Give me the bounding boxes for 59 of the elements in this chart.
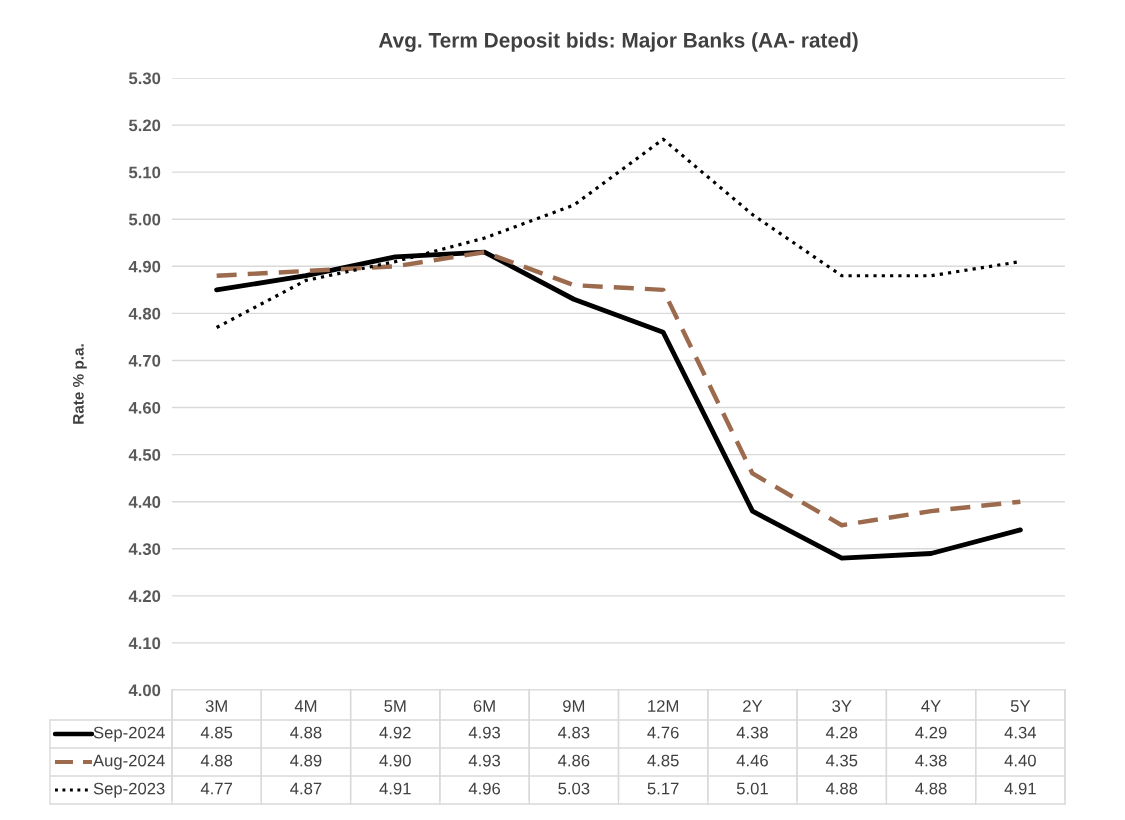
y-tick-label: 4.60 xyxy=(128,401,161,414)
data-label: 4.88 xyxy=(200,754,233,767)
chart-title: Avg. Term Deposit bids: Major Banks (AA- rated) xyxy=(378,32,858,52)
data-label: 4.92 xyxy=(379,726,411,739)
legend-label: Sep-2024 xyxy=(93,726,165,742)
x-tick-label: 4M xyxy=(294,700,317,712)
x-tick-label: 6M xyxy=(473,700,495,712)
data-label: 4.88 xyxy=(915,782,947,795)
data-label: 4.88 xyxy=(825,782,858,795)
data-label: 4.40 xyxy=(1004,754,1036,767)
x-tick-label: 12M xyxy=(648,700,678,712)
y-tick-label: 4.90 xyxy=(128,260,161,273)
data-label: 4.96 xyxy=(468,782,501,795)
y-tick-label: 4.20 xyxy=(128,590,161,603)
data-label: 4.91 xyxy=(379,782,411,795)
y-tick-label: 4.50 xyxy=(128,449,161,461)
data-label: 4.87 xyxy=(290,782,322,795)
x-tick-label: 9M xyxy=(563,700,585,712)
x-tick-label: 3M xyxy=(205,700,227,712)
y-tick-label: 5.00 xyxy=(128,213,161,226)
y-axis-title: Rate % p.a. xyxy=(72,344,87,424)
y-tick-label: 4.30 xyxy=(128,543,161,555)
y-tick-label: 4.80 xyxy=(128,307,161,320)
x-tick-label: 2Y xyxy=(743,700,763,712)
data-label: 4.89 xyxy=(290,754,322,767)
data-label: 4.90 xyxy=(379,754,411,767)
data-label: 4.38 xyxy=(915,754,947,767)
data-label: 4.91 xyxy=(1004,782,1036,795)
data-label: 4.35 xyxy=(825,754,858,767)
legend-label: Sep-2023 xyxy=(93,782,165,798)
data-label: 4.83 xyxy=(558,726,590,739)
y-tick-label: 5.10 xyxy=(128,166,161,179)
y-tick-label: 4.00 xyxy=(128,684,161,697)
data-label: 4.88 xyxy=(290,726,322,739)
data-label: 5.17 xyxy=(647,782,679,795)
data-label: 5.03 xyxy=(558,782,590,795)
y-tick-label: 4.10 xyxy=(128,637,161,650)
data-label: 4.86 xyxy=(558,754,590,767)
data-label: 4.38 xyxy=(736,726,768,739)
data-label: 4.29 xyxy=(915,726,947,739)
x-tick-label: 5Y xyxy=(1010,700,1031,712)
data-label: 4.93 xyxy=(468,726,501,739)
y-tick-label: 4.40 xyxy=(128,496,161,508)
data-label: 4.77 xyxy=(200,782,233,795)
x-tick-label: 4Y xyxy=(921,700,941,712)
data-label: 4.93 xyxy=(468,754,501,767)
x-tick-label: 5M xyxy=(384,700,406,712)
x-tick-label: 3Y xyxy=(832,700,852,712)
data-label: 4.28 xyxy=(825,726,858,739)
data-label: 4.76 xyxy=(647,726,679,739)
y-tick-label: 4.70 xyxy=(128,354,161,367)
data-label: 5.01 xyxy=(736,782,768,795)
data-label: 4.34 xyxy=(1004,726,1037,739)
y-tick-label: 5.20 xyxy=(128,119,161,132)
data-label: 4.46 xyxy=(736,754,768,767)
data-label: 4.85 xyxy=(647,754,679,767)
data-label: 4.85 xyxy=(200,726,233,739)
y-tick-label: 5.30 xyxy=(128,72,161,85)
legend-label: Aug-2024 xyxy=(93,754,165,770)
